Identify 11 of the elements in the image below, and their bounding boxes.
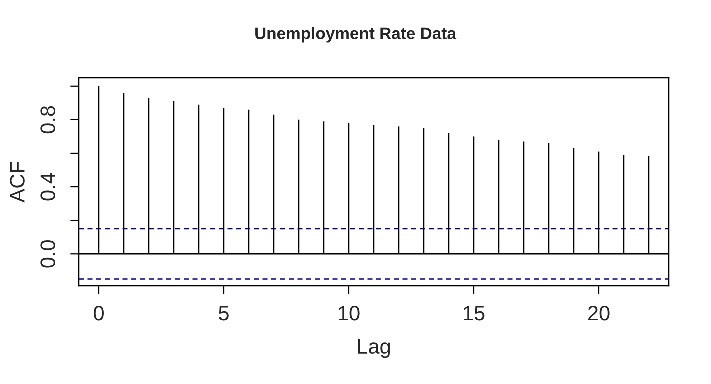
y-tick-label: 0.0 — [40, 240, 56, 268]
x-tick-label: 20 — [588, 306, 610, 321]
x-tick-label: 15 — [464, 306, 485, 321]
x-axis-title: Lag — [358, 340, 390, 358]
x-tick-label: 5 — [219, 306, 229, 321]
y-tick-label: 0.4 — [40, 173, 56, 201]
y-tick-label: 0.8 — [40, 106, 56, 134]
chart-title: Unemployment Rate Data — [256, 27, 457, 43]
x-tick-label: 10 — [339, 306, 360, 321]
x-tick-label: 0 — [94, 306, 104, 321]
y-axis-title: ACF — [10, 162, 25, 203]
